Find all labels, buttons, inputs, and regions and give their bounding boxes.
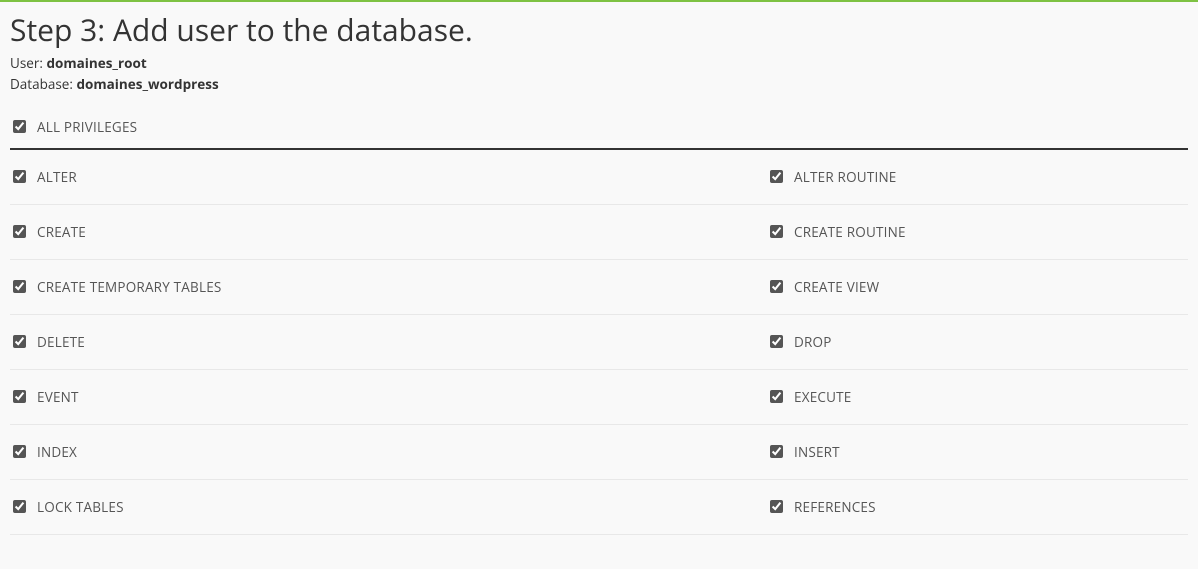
privilege-checkbox-cell: [13, 390, 27, 404]
privilege-checkbox[interactable]: [13, 500, 26, 513]
privilege-row: CREATE: [10, 205, 765, 260]
user-line: User: domaines_root: [10, 54, 1188, 73]
database-line: Database: domaines_wordpress: [10, 75, 1188, 94]
privilege-label[interactable]: DELETE: [37, 333, 85, 351]
database-value: domaines_wordpress: [76, 75, 218, 93]
privilege-checkbox-cell: [770, 170, 784, 184]
privilege-checkbox[interactable]: [13, 445, 26, 458]
privilege-row: INSERT: [765, 425, 1188, 480]
user-label: User:: [10, 54, 46, 72]
privilege-checkbox[interactable]: [770, 335, 783, 348]
privilege-label[interactable]: LOCK TABLES: [37, 498, 124, 516]
privilege-checkbox-cell: [770, 445, 784, 459]
privilege-checkbox[interactable]: [13, 390, 26, 403]
privilege-checkbox[interactable]: [13, 170, 26, 183]
privilege-checkbox[interactable]: [770, 390, 783, 403]
privilege-checkbox[interactable]: [770, 170, 783, 183]
database-label: Database:: [10, 75, 76, 93]
privilege-checkbox-cell: [770, 225, 784, 239]
privilege-label[interactable]: ALTER: [37, 168, 77, 186]
privilege-checkbox[interactable]: [770, 445, 783, 458]
user-value: domaines_root: [46, 54, 146, 72]
privilege-label[interactable]: REFERENCES: [794, 498, 876, 516]
privilege-label[interactable]: CREATE VIEW: [794, 278, 879, 296]
privilege-row: DELETE: [10, 315, 765, 370]
privilege-label[interactable]: ALTER ROUTINE: [794, 168, 897, 186]
privilege-row: REFERENCES: [765, 480, 1188, 535]
all-privileges-checkbox-cell: [13, 120, 27, 134]
privilege-label[interactable]: CREATE ROUTINE: [794, 223, 906, 241]
privilege-label[interactable]: EXECUTE: [794, 388, 851, 406]
privilege-row: EXECUTE: [765, 370, 1188, 425]
privilege-checkbox-cell: [770, 500, 784, 514]
privilege-row: INDEX: [10, 425, 765, 480]
privilege-checkbox-cell: [13, 500, 27, 514]
privilege-row: EVENT: [10, 370, 765, 425]
privilege-checkbox[interactable]: [13, 225, 26, 238]
privilege-checkbox-cell: [770, 335, 784, 349]
privilege-label[interactable]: EVENT: [37, 388, 79, 406]
privilege-label[interactable]: CREATE: [37, 223, 86, 241]
privilege-checkbox[interactable]: [13, 335, 26, 348]
privilege-row: LOCK TABLES: [10, 480, 765, 535]
privilege-row: CREATE ROUTINE: [765, 205, 1188, 260]
privilege-checkbox-cell: [13, 170, 27, 184]
privilege-checkbox-cell: [770, 280, 784, 294]
privilege-checkbox-cell: [13, 225, 27, 239]
all-privileges-row: ALL PRIVILEGES: [10, 118, 1188, 150]
privilege-checkbox-cell: [770, 390, 784, 404]
privilege-row: CREATE TEMPORARY TABLES: [10, 260, 765, 315]
privilege-label[interactable]: INDEX: [37, 443, 77, 461]
privilege-label[interactable]: DROP: [794, 333, 832, 351]
privilege-row: ALTER ROUTINE: [765, 150, 1188, 205]
privilege-checkbox-cell: [13, 445, 27, 459]
privilege-checkbox[interactable]: [770, 280, 783, 293]
privilege-row: DROP: [765, 315, 1188, 370]
privilege-checkbox-cell: [13, 280, 27, 294]
privilege-checkbox[interactable]: [770, 500, 783, 513]
privileges-grid: ALTER ALTER ROUTINE CREATE CREATE ROUTINE CR…: [10, 150, 1188, 535]
page-container: Step 3: Add user to the database. User: …: [0, 0, 1198, 535]
privilege-label[interactable]: INSERT: [794, 443, 840, 461]
privilege-row: CREATE VIEW: [765, 260, 1188, 315]
privilege-checkbox[interactable]: [13, 280, 26, 293]
privilege-checkbox[interactable]: [770, 225, 783, 238]
page-title: Step 3: Add user to the database.: [10, 12, 1188, 48]
all-privileges-label[interactable]: ALL PRIVILEGES: [37, 118, 137, 136]
privilege-checkbox-cell: [13, 335, 27, 349]
privilege-label[interactable]: CREATE TEMPORARY TABLES: [37, 278, 222, 296]
privilege-row: ALTER: [10, 150, 765, 205]
all-privileges-checkbox[interactable]: [13, 120, 26, 133]
